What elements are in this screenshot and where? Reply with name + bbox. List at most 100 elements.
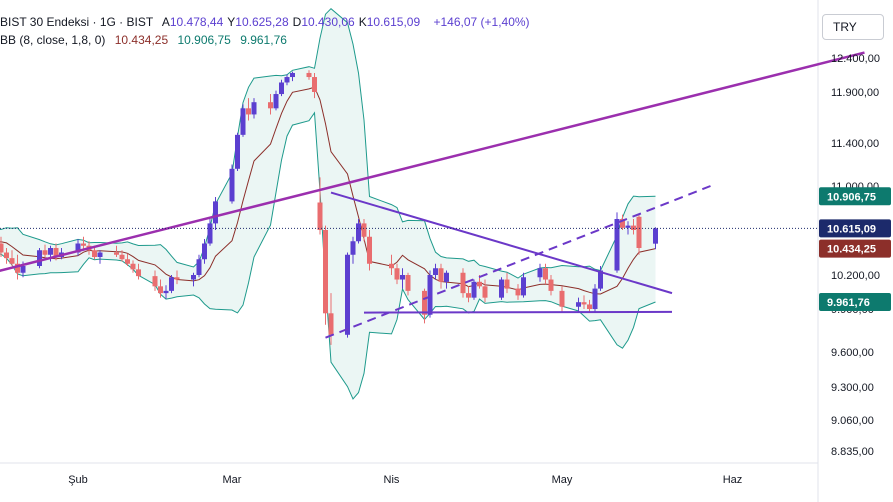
candle: [152, 270, 158, 291]
bollinger-band-fill: [0, 8, 656, 399]
candle-body: [306, 72, 312, 78]
candle-body: [460, 272, 466, 294]
candle: [405, 272, 411, 296]
price-tag-label: 10.615,09: [827, 223, 876, 235]
price-tag-bg: [819, 187, 891, 206]
candle-body: [290, 72, 295, 78]
candle-body: [207, 223, 213, 244]
candle: [389, 254, 394, 275]
candle-body: [400, 275, 405, 280]
candle: [130, 260, 136, 273]
candle: [196, 254, 202, 278]
candle-body: [246, 108, 251, 115]
candle-body: [438, 268, 444, 282]
ohlc-values: A10.478,44 Y10.625,28 D10.430,06 K10.615,09: [162, 15, 424, 29]
candle-body: [152, 276, 158, 287]
candle-body: [587, 304, 592, 309]
candle: [317, 177, 323, 235]
candle: [482, 279, 488, 303]
candle-body: [389, 263, 394, 269]
dashed-channel-line[interactable]: [325, 185, 711, 339]
bb-upper-value: 10.906,75: [177, 33, 231, 47]
candle: [636, 214, 642, 255]
candle: [499, 277, 504, 300]
rising-trendline[interactable]: [0, 51, 865, 296]
candle-body: [394, 268, 400, 280]
candle: [356, 219, 361, 244]
candle-body: [251, 102, 257, 115]
ohlc-k: K10.615,09: [359, 15, 420, 29]
time-tick-label: May: [552, 474, 573, 486]
candle: [119, 250, 125, 262]
bollinger-lower-band: [0, 111, 656, 400]
candle-body: [350, 241, 356, 255]
candle-body: [53, 248, 59, 257]
ohlc-a: A10.478,44: [162, 15, 223, 29]
candle-body: [92, 250, 97, 257]
candle: [548, 275, 554, 296]
candle: [290, 71, 295, 82]
price-tag-upper: 10.906,75: [819, 187, 891, 206]
candle-body: [521, 277, 526, 296]
candle-body: [543, 268, 548, 280]
ohlc-d: D10.430,06: [293, 15, 355, 29]
candle: [521, 272, 526, 298]
candle-body: [356, 223, 361, 242]
support-line[interactable]: [363, 310, 673, 314]
candle-body: [614, 219, 620, 271]
candle-body: [361, 223, 367, 237]
candle: [592, 284, 598, 312]
candle: [598, 266, 603, 291]
candle-body: [191, 275, 196, 280]
candle-body: [323, 230, 328, 314]
time-axis[interactable]: Şub Mar Nis May Haz: [68, 474, 742, 486]
candle: [323, 225, 328, 325]
candle-body: [158, 286, 163, 294]
bb-indicator-label[interactable]: BB (8, close, 1,8, 0): [0, 33, 106, 47]
price-tick-label: 11.400,00: [831, 138, 879, 150]
symbol-label[interactable]: BIST 30 Endeksi · 1G · BIST: [0, 15, 154, 29]
candle-body: [598, 270, 603, 289]
candle: [251, 98, 257, 119]
candle-body: [75, 243, 81, 253]
candle-body: [537, 268, 543, 278]
bollinger-upper-band: [0, 8, 656, 279]
candle-body: [202, 243, 207, 260]
price-tick-label: 12.400,00: [831, 53, 880, 65]
candle: [279, 79, 284, 97]
candle-body: [284, 77, 290, 83]
candle-body: [268, 102, 273, 109]
trendlines[interactable]: [0, 51, 865, 339]
candle-body: [422, 290, 427, 315]
candle: [422, 288, 427, 324]
candle-body: [229, 168, 235, 202]
price-tick-label: 9.060,00: [831, 415, 874, 427]
candle-body: [114, 252, 119, 255]
ohlc-label: A: [161, 15, 170, 29]
candle-body: [444, 272, 449, 282]
candle: [587, 299, 592, 312]
candle: [631, 219, 636, 235]
candle: [213, 197, 218, 230]
candle: [367, 230, 372, 271]
candle-body: [477, 281, 482, 287]
falling-wedge-upper[interactable]: [330, 191, 673, 295]
price-tag-close: 10.615,09: [819, 219, 891, 238]
bb-basis-value: 10.434,25: [114, 33, 169, 47]
candle-body: [367, 236, 372, 264]
candle: [37, 248, 42, 269]
candle: [581, 295, 587, 309]
currency-button[interactable]: TRY: [822, 14, 884, 40]
grid-lines: [0, 0, 819, 502]
candle: [42, 244, 48, 257]
candles: [0, 70, 658, 345]
candle-body: [471, 281, 477, 298]
ohlc-value: 10.615,09: [366, 15, 421, 29]
candle-body: [631, 225, 636, 230]
ohlc-label: D: [292, 15, 302, 29]
candle-body: [240, 108, 246, 135]
candle-body: [119, 254, 125, 260]
candle: [306, 70, 312, 80]
candle-body: [42, 250, 48, 255]
